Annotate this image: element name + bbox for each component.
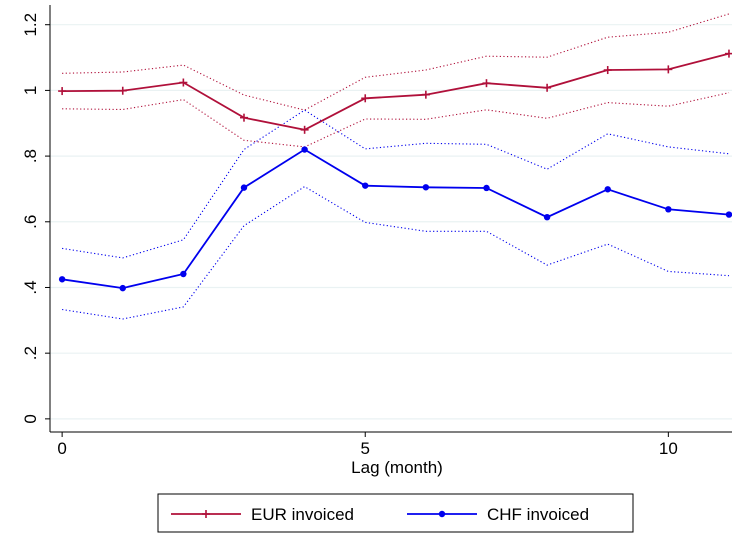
- y-tick-label: 1.2: [21, 13, 40, 37]
- chf-invoicedpoint: [362, 182, 369, 189]
- y-tick-label: .4: [21, 280, 40, 294]
- chf-invoicedpoint: [422, 184, 430, 191]
- eur-invoicedpoint: [421, 90, 430, 99]
- y-tick-label: .6: [21, 215, 40, 229]
- eur-invoicedpoint: [58, 87, 67, 96]
- chf-invoicedpoint: [725, 211, 732, 218]
- grid-lines: [50, 24, 732, 420]
- legend-label-eur-invoiced: EUR invoiced: [251, 505, 354, 524]
- chf-invoicedpoint: [58, 276, 66, 283]
- axes: 0 .2 .4 .6 .8 1 1.2 0 5 10: [21, 5, 732, 458]
- chf-invoicedpoint: [240, 184, 248, 191]
- chf-invoicedpoint: [543, 213, 551, 221]
- chf-invoicedlower-bound-line: [62, 185, 730, 320]
- eur-invoicedpoint: [179, 78, 188, 87]
- eur-invoicedpoint: [361, 94, 370, 103]
- eur-invoicedpoint: [482, 79, 491, 88]
- chf-invoicedpoint: [119, 284, 126, 292]
- x-tick-label: 5: [361, 439, 370, 458]
- y-tick-label: .8: [21, 149, 40, 163]
- eur-invoicedpoint: [543, 83, 552, 92]
- x-tick-label: 0: [57, 439, 66, 458]
- legend-marker-chf-invoiced: [438, 510, 446, 518]
- eur-invoicedpoint: [664, 65, 673, 74]
- chf-invoicedpoint: [180, 270, 187, 278]
- confidence-bands: [62, 13, 730, 320]
- eur-invoicedpoint: [118, 86, 127, 95]
- chf-invoicedline: [61, 148, 730, 290]
- eur-invoicedpoint: [300, 125, 309, 134]
- chf-invoicedpoint: [665, 206, 672, 213]
- y-tick-label: 0: [21, 414, 40, 423]
- legend: EUR invoiced CHF invoiced: [157, 493, 634, 533]
- legend-label-chf-invoiced: CHF invoiced: [487, 505, 589, 524]
- eur-invoicedlower-bound-line: [62, 92, 730, 148]
- y-tick-label: .2: [21, 346, 40, 360]
- x-tick-label: 10: [659, 439, 678, 458]
- x-axis-title: Lag (month): [351, 458, 443, 477]
- chf-invoicedpoint: [483, 184, 490, 192]
- legend-box: [157, 493, 634, 533]
- series-markers: [58, 49, 732, 292]
- series-lines: [61, 52, 730, 290]
- chf-invoicedupper-bound-line: [62, 109, 730, 259]
- y-tick-label: 1: [21, 86, 40, 95]
- chf-invoicedpoint: [604, 186, 611, 193]
- eur-invoicedline: [62, 52, 730, 131]
- eur-invoicedpoint: [239, 113, 248, 122]
- eur-invoicedpoint: [603, 66, 612, 75]
- chf-invoicedpoint: [301, 146, 308, 153]
